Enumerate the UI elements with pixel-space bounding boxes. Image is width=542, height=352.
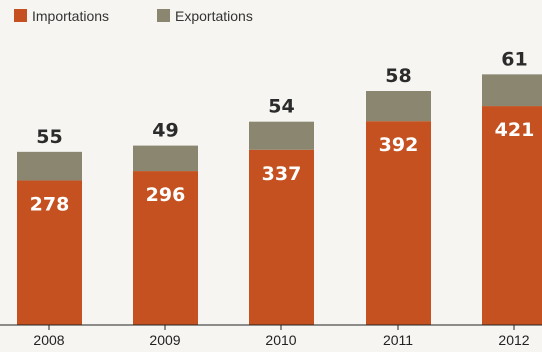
data-label-exportations-2009: 49: [152, 120, 178, 142]
bar-exportations-2011: [366, 91, 431, 122]
x-axis: 2008 2009 2010 2011 2012: [33, 325, 530, 348]
legend-label-importations: Importations: [32, 8, 109, 24]
bar-importations-2011: [366, 121, 431, 325]
data-label-importations-2011: 392: [379, 134, 419, 156]
bar-exportations-2008: [17, 151, 82, 181]
bars: 278 55 296 49 337 54 392 58 421 61: [17, 48, 542, 325]
legend-label-exportations: Exportations: [175, 8, 253, 24]
data-label-importations-2010: 337: [262, 163, 302, 185]
bar-importations-2009: [133, 171, 198, 325]
data-label-importations-2008: 278: [30, 193, 70, 215]
x-tick-label-2008: 2008: [33, 332, 64, 348]
bar-exportations-2010: [249, 121, 314, 150]
x-tick-label-2010: 2010: [265, 332, 296, 348]
data-label-importations-2009: 296: [146, 184, 186, 206]
data-label-exportations-2011: 58: [385, 65, 411, 87]
legend-swatch-exportations: [157, 9, 170, 22]
bar-importations-2008: [17, 180, 82, 325]
x-tick-label-2011: 2011: [383, 332, 413, 348]
data-label-exportations-2012: 61: [501, 48, 527, 70]
legend-swatch-importations: [14, 9, 27, 22]
x-tick-label-2009: 2009: [149, 332, 180, 348]
legend: Importations Exportations: [14, 8, 253, 24]
bar-importations-2010: [249, 149, 314, 325]
bar-exportations-2012: [482, 74, 542, 107]
data-label-exportations-2008: 55: [36, 126, 62, 148]
bar-exportations-2009: [133, 145, 198, 172]
bar-importations-2012: [482, 106, 542, 325]
x-tick-label-2012: 2012: [498, 332, 529, 348]
data-label-exportations-2010: 54: [268, 96, 294, 118]
data-label-importations-2012: 421: [495, 119, 535, 141]
